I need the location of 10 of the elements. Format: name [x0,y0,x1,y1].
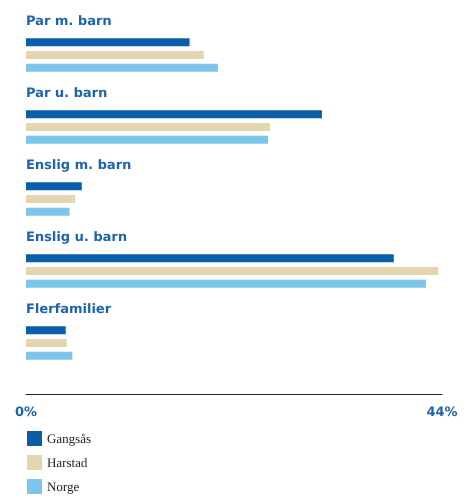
x-tick-label: 44% [426,405,458,420]
y-tick-label: Par u. barn [26,86,108,101]
legend-label: Norge [47,479,80,494]
y-tick-label: Flerfamilier [26,302,112,317]
y-tick-label: Par m. barn [26,14,112,29]
legend-label: Gangsås [47,431,92,446]
y-tick-label: Enslig u. barn [26,230,128,245]
legend-label: Harstad [47,455,88,470]
y-tick-label: Enslig m. barn [26,158,132,173]
x-tick-label: 0% [14,405,38,420]
